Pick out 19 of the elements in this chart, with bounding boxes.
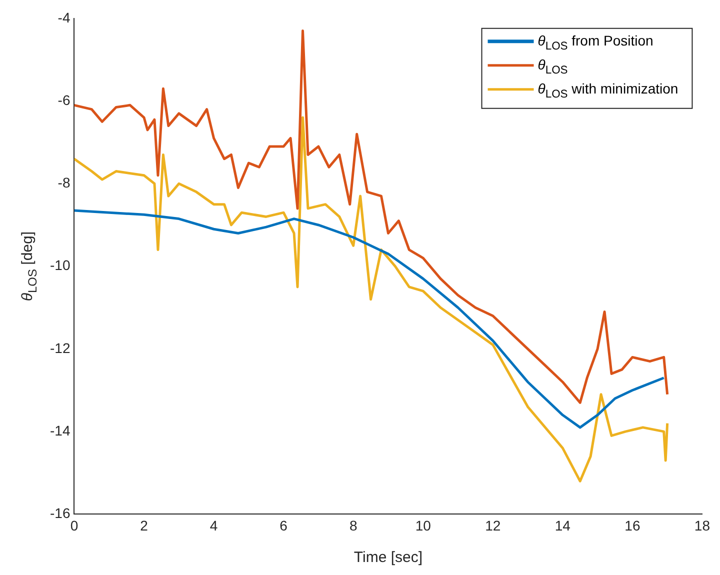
y-tick-label: -8: [58, 174, 70, 191]
y-tick-label: -6: [58, 92, 70, 108]
x-axis-title: Time [sec]: [354, 549, 423, 566]
x-tick-label: 18: [694, 517, 710, 534]
x-tick-label: 16: [624, 517, 640, 534]
y-tick-label: -12: [50, 340, 70, 356]
x-tick-label: 6: [280, 517, 288, 534]
x-tick-label: 0: [70, 517, 78, 534]
x-tick-label: 2: [140, 517, 148, 534]
x-tick-label: 4: [210, 517, 218, 534]
y-axis-title: θLOS [deg]: [19, 231, 40, 302]
x-tick-label: 12: [485, 517, 501, 534]
x-tick-label: 10: [415, 517, 432, 534]
x-tick-label: 8: [349, 517, 358, 534]
x-tick-label: 14: [554, 517, 571, 534]
y-tick-label: -4: [58, 9, 70, 26]
y-tick-label: -14: [50, 422, 70, 438]
y-tick-label: -10: [50, 257, 70, 274]
y-tick-label: -16: [50, 505, 70, 522]
